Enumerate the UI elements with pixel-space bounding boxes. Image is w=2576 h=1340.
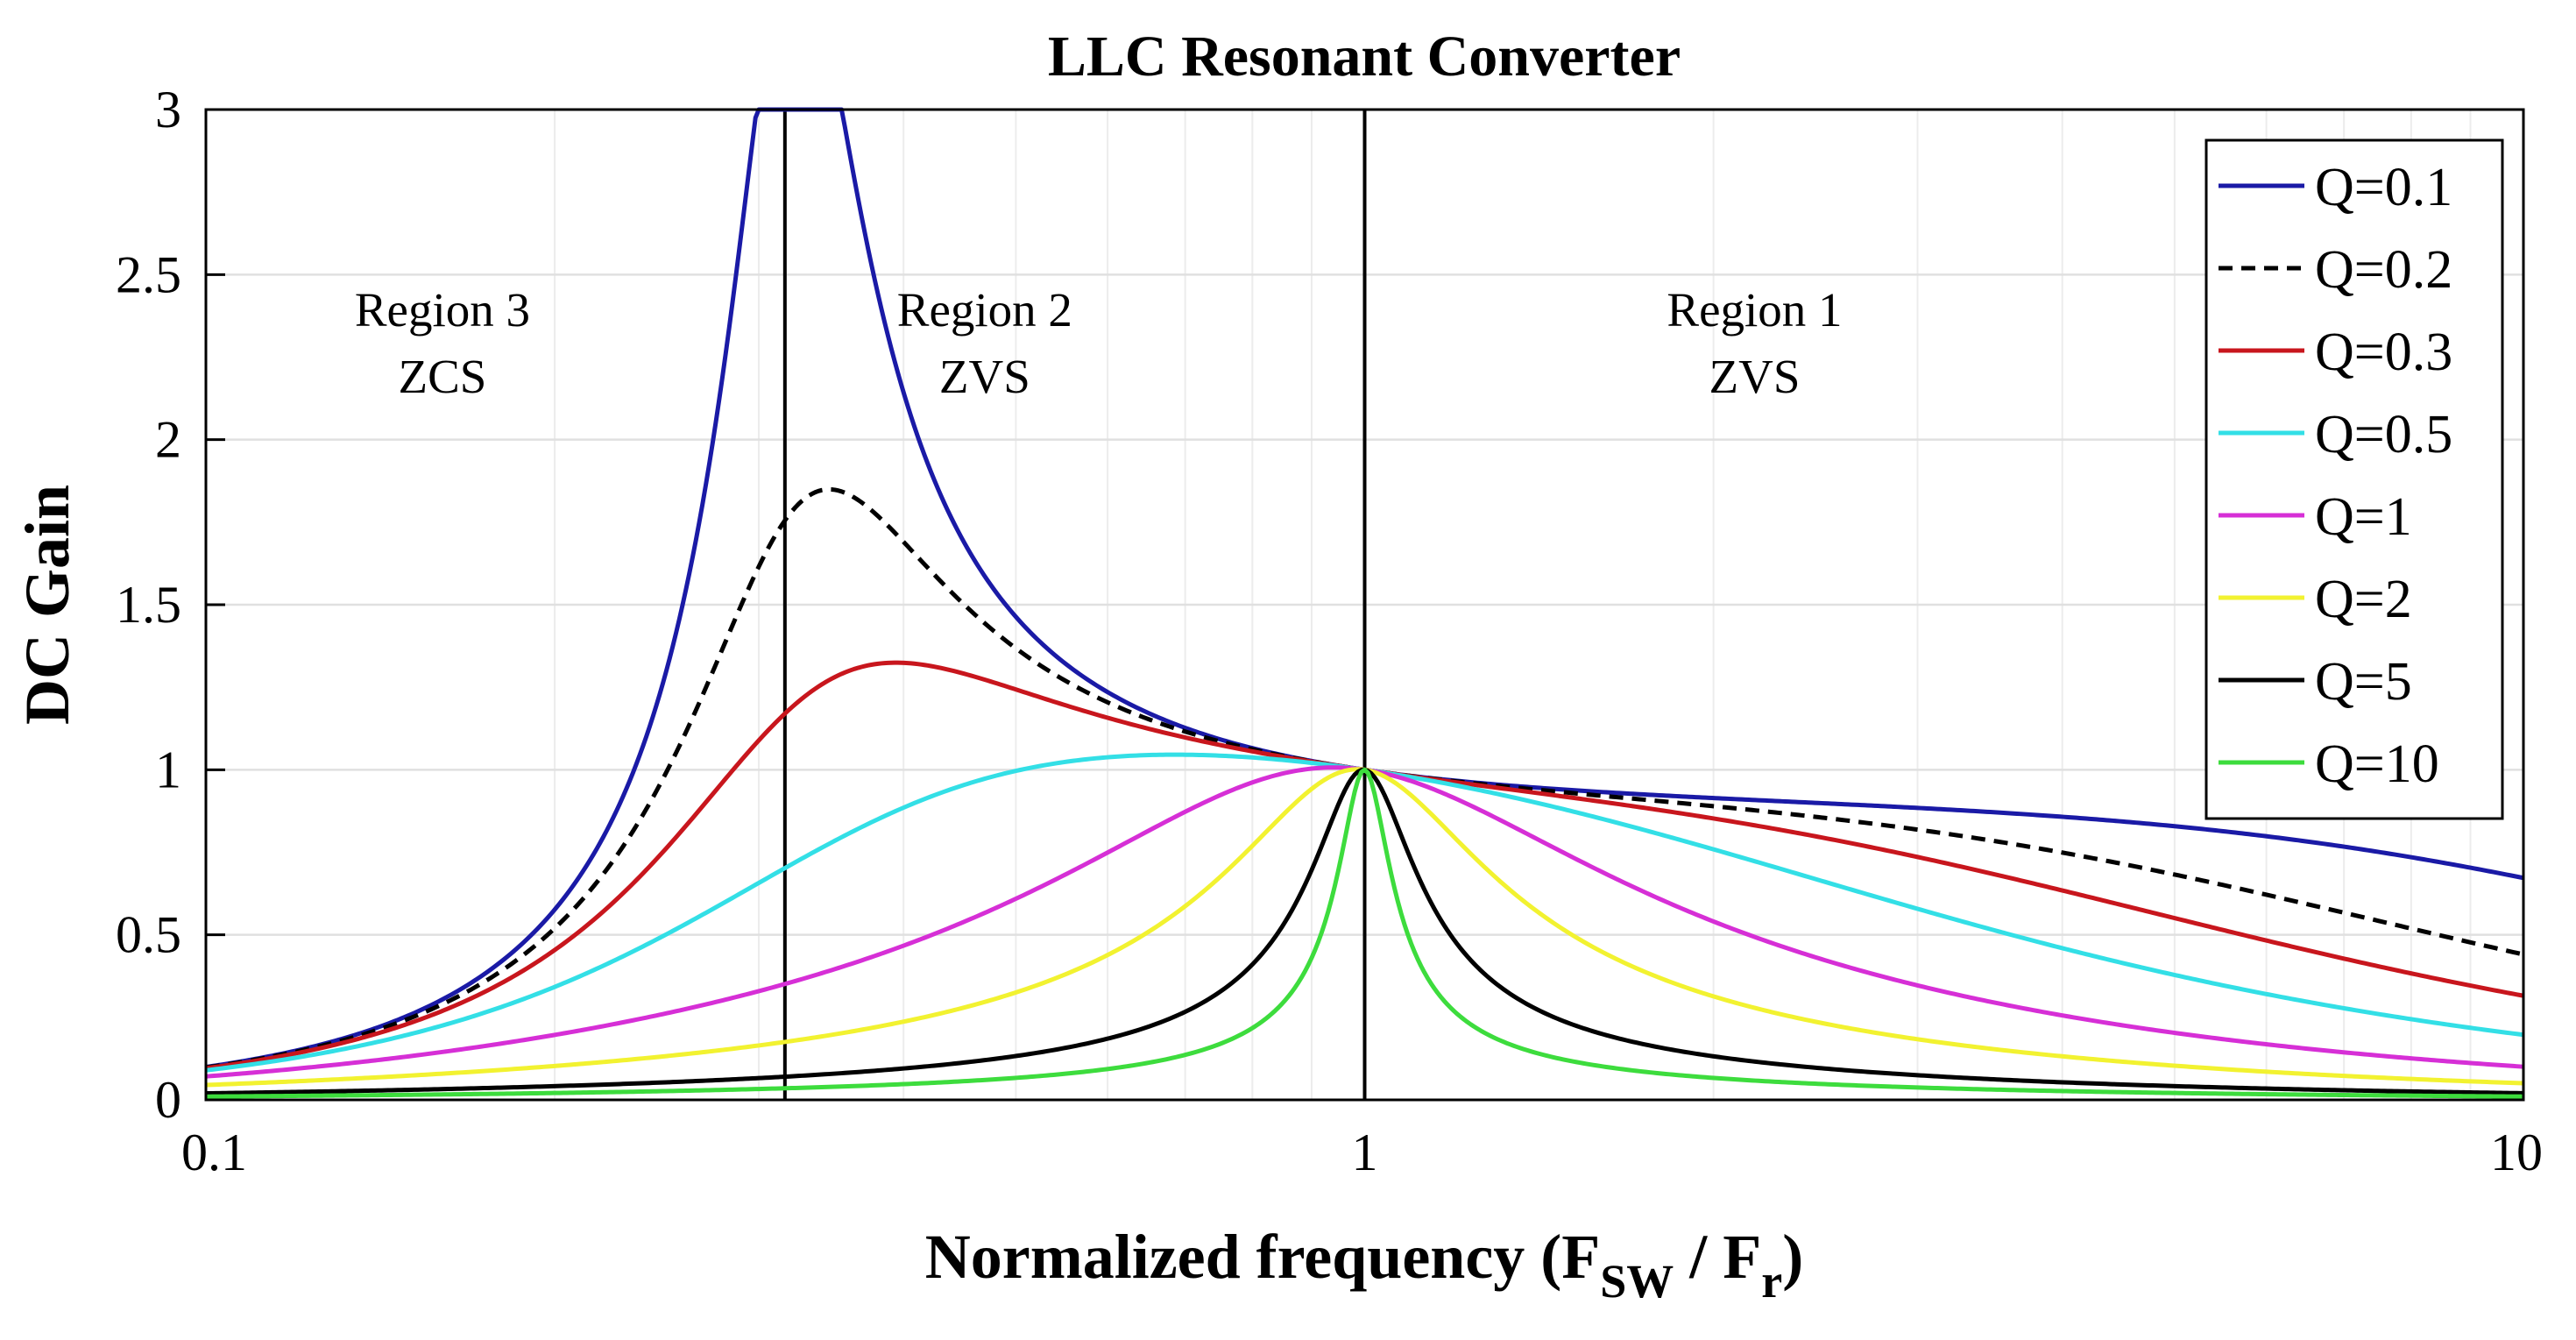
axis-ticks: 0 0.5 1 1.5 2 2.5 3 0.1 1 10 xyxy=(116,81,2543,1181)
y-tick-label: 3 xyxy=(155,81,181,138)
region-mode-label: ZVS xyxy=(939,350,1030,403)
legend-label: Q=5 xyxy=(2315,652,2412,712)
x-tick-label: 10 xyxy=(2490,1124,2543,1181)
legend-label: Q=1 xyxy=(2315,487,2412,547)
x-tick-label: 0.1 xyxy=(181,1124,247,1181)
region-mode-label: ZVS xyxy=(1709,350,1801,403)
x-axis-label-end: ) xyxy=(1782,1222,1803,1292)
region-name-label: Region 3 xyxy=(355,283,530,337)
legend: Q=0.1 Q=0.2 Q=0.3 Q=0.5 Q=1 Q=2 Q=5 Q=10 xyxy=(2204,138,2504,820)
y-tick-label: 0 xyxy=(155,1071,181,1129)
x-axis-label-sub1: SW xyxy=(1600,1255,1674,1308)
y-tick-label: 0.5 xyxy=(116,906,181,964)
legend-label: Q=0.5 xyxy=(2315,405,2452,464)
legend-label: Q=0.3 xyxy=(2315,323,2452,382)
series-line xyxy=(205,767,2524,1099)
legend-label: Q=0.2 xyxy=(2315,240,2452,300)
series-lines xyxy=(205,107,2524,1099)
legend-box xyxy=(2204,138,2504,820)
x-tick-label: 1 xyxy=(1352,1124,1378,1181)
legend-label: Q=10 xyxy=(2315,734,2439,794)
y-tick-label: 1.5 xyxy=(116,576,181,634)
legend-label: Q=0.1 xyxy=(2315,158,2452,217)
region-mode-label: ZCS xyxy=(399,350,487,403)
region-name-label: Region 1 xyxy=(1667,283,1842,337)
y-axis-label: DC Gain xyxy=(12,485,82,725)
region-labels: Region 3 ZCS Region 2 ZVS Region 1 ZVS xyxy=(355,283,1843,403)
region-dividers xyxy=(782,110,1367,1100)
x-axis-label: Normalized frequency (FSW / Fr) xyxy=(925,1222,1803,1308)
x-axis-label-main: Normalized frequency (F xyxy=(925,1222,1600,1292)
legend-label: Q=2 xyxy=(2315,570,2412,629)
y-tick-label: 2 xyxy=(155,411,181,469)
chart-title: LLC Resonant Converter xyxy=(1048,25,1681,89)
region-name-label: Region 2 xyxy=(897,283,1072,337)
x-axis-label-sub2: r xyxy=(1761,1255,1782,1308)
x-axis-label-mid: / F xyxy=(1674,1222,1761,1292)
y-tick-label: 1 xyxy=(155,741,181,798)
y-tick-label: 2.5 xyxy=(116,245,181,303)
